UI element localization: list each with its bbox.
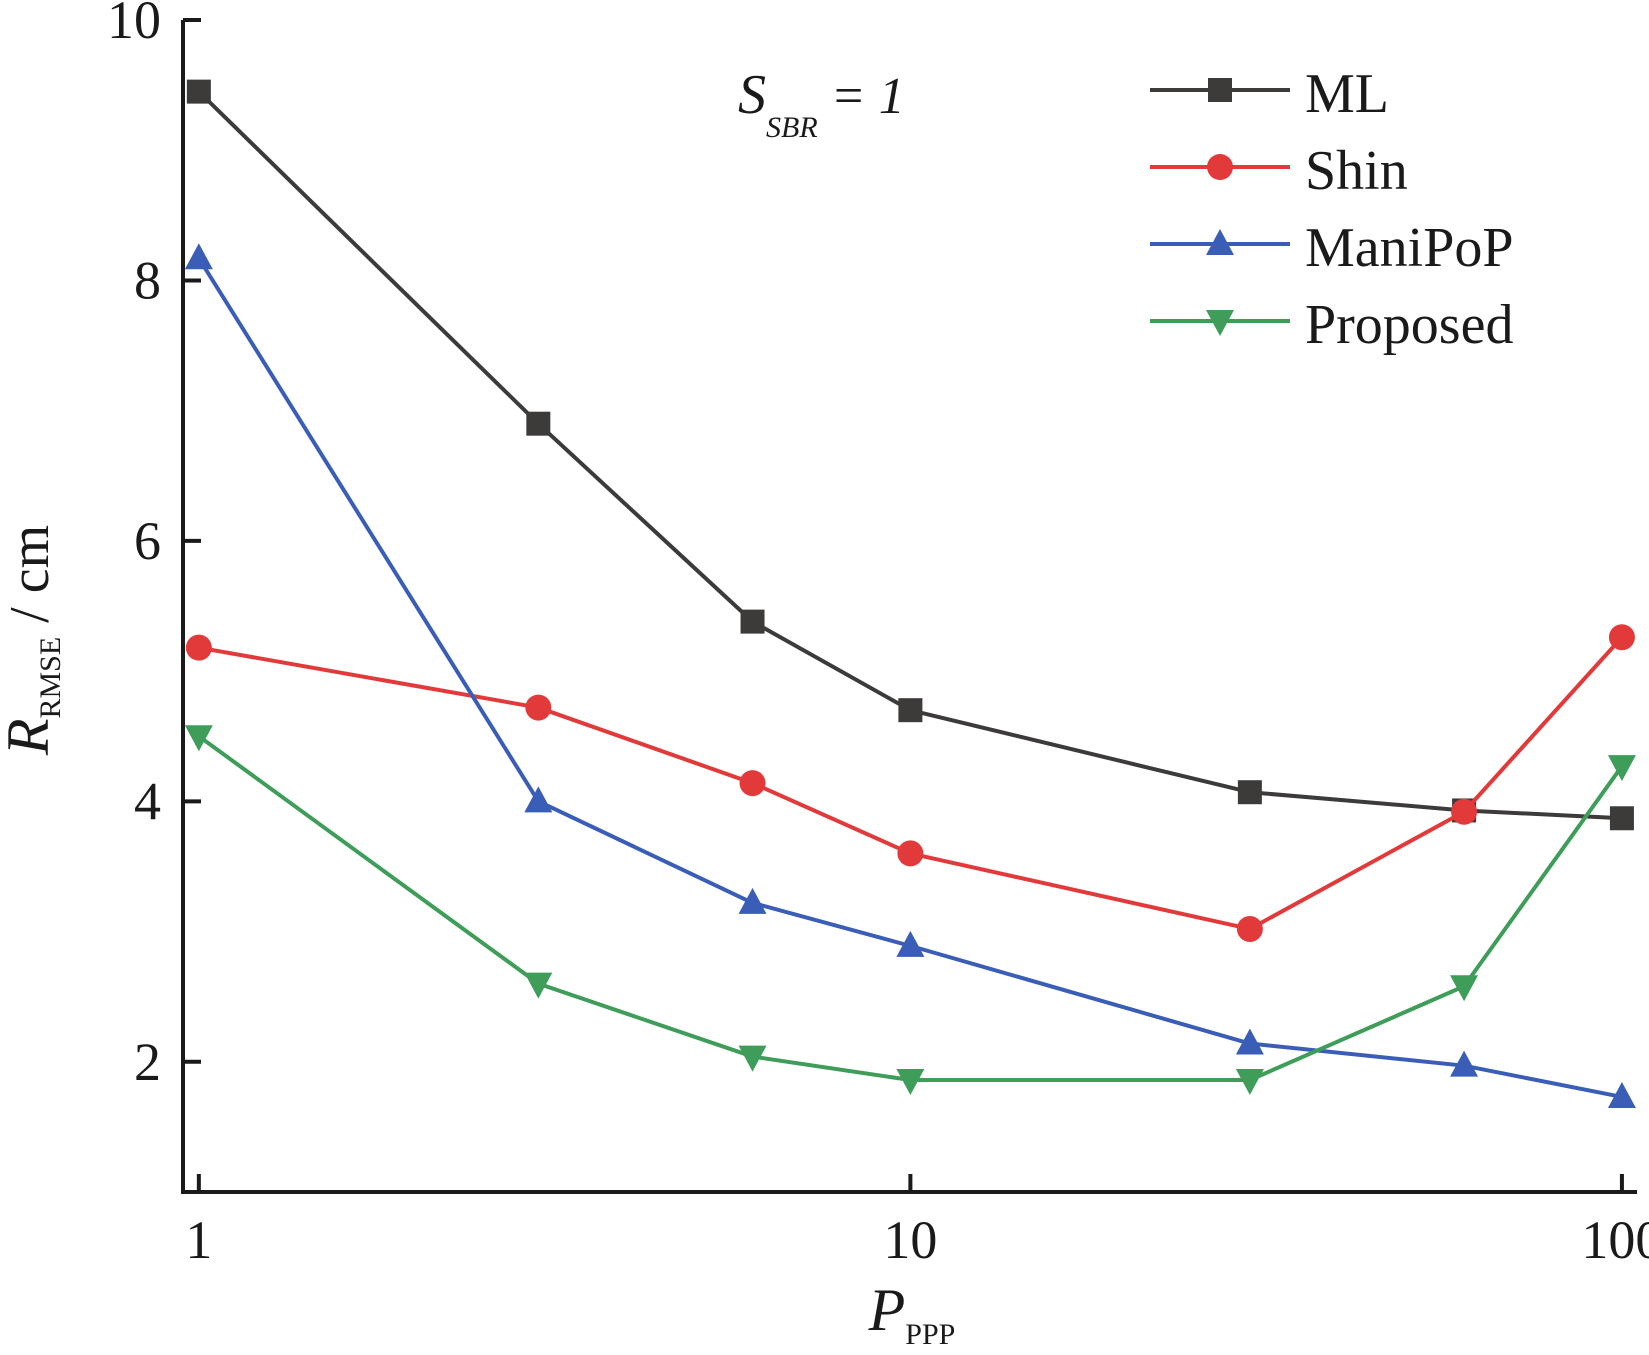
legend-entry-ml: ML bbox=[1150, 63, 1389, 125]
data-point-ml bbox=[740, 609, 765, 634]
legend-marker-proposed bbox=[1206, 310, 1234, 336]
legend-label-ml: ML bbox=[1305, 63, 1389, 125]
data-point-shin bbox=[525, 694, 552, 721]
sbr-annotation: SSBR = 1 bbox=[738, 64, 905, 144]
legend-entry-proposed: Proposed bbox=[1150, 294, 1513, 356]
y-axis-label-sub: RMSE bbox=[34, 637, 67, 719]
data-point-ml bbox=[526, 411, 551, 436]
series-proposed bbox=[184, 725, 1636, 1096]
sbr-annotation-sub: SBR bbox=[766, 111, 818, 144]
data-point-manipop bbox=[1607, 1081, 1636, 1108]
data-point-shin bbox=[897, 840, 924, 867]
legend-marker-shape bbox=[1207, 154, 1233, 180]
legend-label-proposed: Proposed bbox=[1305, 294, 1513, 356]
axes bbox=[181, 18, 1637, 1194]
y-tick-label: 10 bbox=[107, 0, 161, 50]
data-point-shin bbox=[1236, 915, 1263, 942]
data-point-proposed bbox=[896, 1069, 925, 1096]
data-point-shin bbox=[1451, 798, 1478, 825]
legend-label-manipop: ManiPoP bbox=[1305, 217, 1514, 279]
data-point-ml bbox=[898, 698, 923, 723]
data-point-proposed bbox=[184, 725, 213, 752]
legend-marker-shape bbox=[1206, 310, 1234, 336]
series-ml bbox=[186, 79, 1634, 831]
y-axis-label-main: R bbox=[0, 719, 61, 757]
data-point-proposed bbox=[524, 972, 553, 999]
x-axis-label-main: P bbox=[868, 1277, 906, 1343]
data-point-shin bbox=[1608, 624, 1635, 651]
data-point-manipop bbox=[184, 243, 213, 270]
x-axis-label: PPPP bbox=[868, 1277, 956, 1351]
data-point-proposed bbox=[738, 1045, 767, 1072]
legend-marker-shape bbox=[1206, 229, 1234, 255]
series-line-shin bbox=[198, 635, 1624, 931]
sbr-annotation-main: S bbox=[738, 64, 766, 126]
x-tick-label: 10 bbox=[883, 1210, 937, 1270]
x-tick-label: 1 bbox=[185, 1210, 212, 1270]
x-tick-label: 100 bbox=[1581, 1210, 1649, 1270]
data-point-ml bbox=[1237, 780, 1262, 805]
y-tick-label: 4 bbox=[134, 771, 161, 831]
legend-marker-manipop bbox=[1206, 229, 1234, 255]
y-tick-label: 2 bbox=[134, 1032, 161, 1092]
legend-label-shin: Shin bbox=[1305, 140, 1408, 202]
data-point-proposed bbox=[1235, 1069, 1264, 1096]
data-point-shin bbox=[185, 634, 212, 661]
legend-entry-manipop: ManiPoP bbox=[1150, 217, 1514, 279]
tick-labels: 2 4 6 8 10 1 10 100 bbox=[107, 0, 1649, 1270]
data-point-manipop bbox=[1235, 1028, 1264, 1055]
y-axis-label: RRMSE / cm bbox=[0, 525, 67, 756]
data-point-proposed bbox=[1450, 975, 1479, 1002]
series-manipop bbox=[184, 243, 1636, 1108]
y-tick-label: 8 bbox=[134, 250, 161, 310]
sbr-annotation-rest: = 1 bbox=[818, 68, 905, 125]
data-point-manipop bbox=[896, 930, 925, 957]
data-point-ml bbox=[1609, 806, 1634, 831]
data-point-manipop bbox=[1450, 1050, 1479, 1077]
data-point-manipop bbox=[524, 786, 553, 813]
data-point-shin bbox=[739, 770, 766, 797]
legend: ML Shin ManiPoP Proposed bbox=[1150, 63, 1514, 356]
x-axis-label-sub: PPP bbox=[905, 1318, 955, 1351]
data-point-manipop bbox=[738, 887, 767, 914]
y-axis-label-unit: / cm bbox=[0, 525, 61, 637]
series-line-proposed bbox=[197, 734, 1624, 1083]
data-point-ml bbox=[186, 79, 211, 104]
legend-marker-ml bbox=[1208, 78, 1232, 102]
y-tick-label: 6 bbox=[134, 511, 161, 571]
series-line-manipop bbox=[197, 257, 1623, 1099]
legend-marker-shape bbox=[1208, 78, 1232, 102]
series-shin bbox=[185, 624, 1635, 942]
series-lines bbox=[184, 79, 1636, 1108]
legend-marker-shin bbox=[1207, 154, 1233, 180]
data-point-proposed bbox=[1607, 755, 1636, 782]
legend-entry-shin: Shin bbox=[1150, 140, 1408, 202]
